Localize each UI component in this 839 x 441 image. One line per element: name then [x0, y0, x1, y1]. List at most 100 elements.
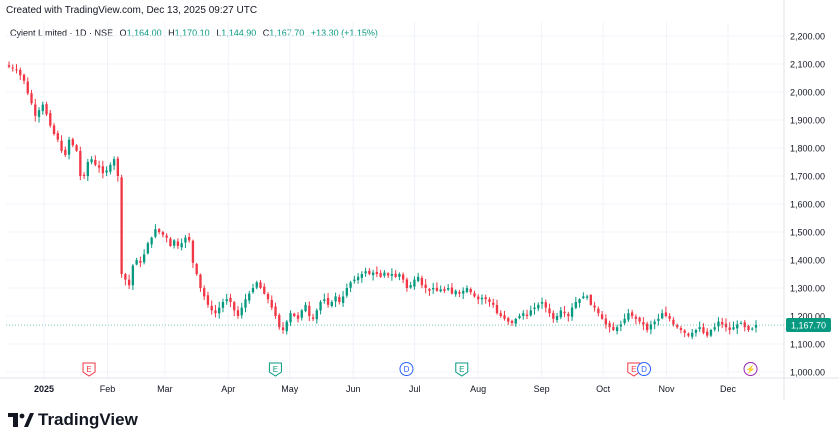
candle-body — [34, 104, 37, 116]
candle-body — [82, 174, 86, 176]
candle-body — [210, 305, 213, 311]
candle-body — [424, 284, 427, 288]
candle-body — [507, 318, 510, 322]
candle-body — [127, 279, 131, 286]
candle-body — [724, 323, 728, 328]
split-marker-icon[interactable] — [743, 362, 758, 376]
earnings-marker-icon[interactable] — [268, 362, 282, 377]
candle-body — [615, 327, 619, 332]
candle-body — [717, 321, 720, 327]
symbol-label: Cyient Limited · 1D · NSE — [10, 28, 114, 38]
candle-body — [660, 313, 664, 319]
candle-body — [514, 318, 517, 324]
candle-body — [60, 140, 63, 151]
candle-body — [713, 327, 716, 330]
y-tick-label: 1,400.00 — [790, 256, 825, 266]
candle-body — [653, 321, 656, 325]
open-label: O — [119, 28, 127, 38]
candle-body — [525, 314, 529, 316]
candle-body — [139, 260, 142, 263]
y-tick-label: 1,700.00 — [790, 172, 825, 182]
candle-body — [739, 323, 743, 324]
event-marker-label: D — [641, 365, 647, 374]
candle-body — [379, 272, 382, 277]
candle-body — [709, 330, 713, 336]
candle-body — [274, 306, 277, 316]
candle-body — [604, 318, 608, 325]
x-tick-label: Dec — [720, 384, 737, 394]
earnings-marker-icon[interactable] — [627, 362, 641, 377]
candle-body — [184, 237, 187, 243]
candle-body — [244, 299, 247, 308]
x-tick-label: Mar — [157, 384, 173, 394]
candle-body — [7, 65, 11, 67]
high-label: H — [168, 28, 175, 38]
candle-body — [585, 296, 589, 298]
candle-body — [112, 159, 116, 166]
candle-body — [240, 307, 243, 316]
candle-body — [694, 330, 698, 333]
candle-body — [687, 333, 690, 336]
dividend-marker-icon[interactable] — [637, 362, 652, 376]
candle-body — [101, 166, 105, 174]
candle-body — [458, 292, 461, 294]
close-label: C — [262, 28, 270, 38]
candle-body — [698, 327, 701, 330]
earnings-marker-icon[interactable] — [82, 362, 96, 377]
candle-body — [469, 288, 472, 293]
y-tick-label: 1,000.00 — [790, 368, 825, 378]
candle-body — [281, 327, 285, 330]
candle-body — [623, 318, 626, 324]
candle-body — [559, 310, 562, 318]
candle-body — [510, 320, 514, 323]
candle-body — [229, 297, 232, 302]
dividend-marker-icon[interactable] — [399, 362, 414, 376]
candle-body — [90, 159, 93, 163]
candle-body — [45, 104, 48, 115]
candle-body — [634, 316, 638, 319]
candle-body — [135, 260, 138, 265]
candle-body — [11, 67, 14, 69]
candle-body — [251, 288, 255, 293]
candle-body — [349, 282, 352, 288]
candle-body — [165, 235, 168, 238]
tradingview-logo-icon — [8, 413, 34, 427]
low-value: 1,144.90 — [221, 28, 257, 38]
candle-body — [218, 307, 221, 314]
candle-body — [462, 290, 465, 294]
candle-body — [233, 302, 236, 311]
candle-body — [296, 315, 300, 319]
candle-body — [79, 151, 82, 176]
candle-body — [736, 324, 739, 329]
ohlc-legend: Cyient Limited · 1D · NSE O1,164.00 H1,1… — [10, 28, 378, 38]
earnings-marker-icon[interactable] — [455, 362, 469, 377]
candle-body — [555, 316, 559, 320]
candle-body — [345, 288, 349, 296]
x-tick-label: 2025 — [34, 384, 54, 394]
y-tick-label: 1,300.00 — [790, 284, 825, 294]
candle-body — [454, 290, 457, 295]
candle-body — [120, 177, 123, 274]
candle-body — [368, 270, 371, 274]
candle-body — [398, 274, 401, 277]
candle-body — [383, 272, 386, 276]
x-tick-label: Nov — [659, 384, 676, 394]
candle-body — [664, 312, 668, 316]
last-price-label: 1,167.70 — [791, 321, 826, 331]
candle-body — [338, 297, 341, 302]
candle-body — [266, 293, 270, 300]
candle-body — [176, 241, 180, 246]
candle-body — [394, 273, 397, 277]
candle-body — [533, 307, 536, 310]
candle-body — [67, 139, 71, 155]
candle-body — [589, 295, 592, 305]
candle-body — [600, 314, 604, 319]
candle-body — [30, 93, 33, 104]
candle-body — [612, 326, 615, 330]
candle-body — [751, 328, 754, 330]
event-marker-label: E — [86, 365, 91, 374]
candle-body — [754, 325, 758, 328]
candle-body — [518, 316, 521, 319]
candle-body — [416, 276, 420, 281]
